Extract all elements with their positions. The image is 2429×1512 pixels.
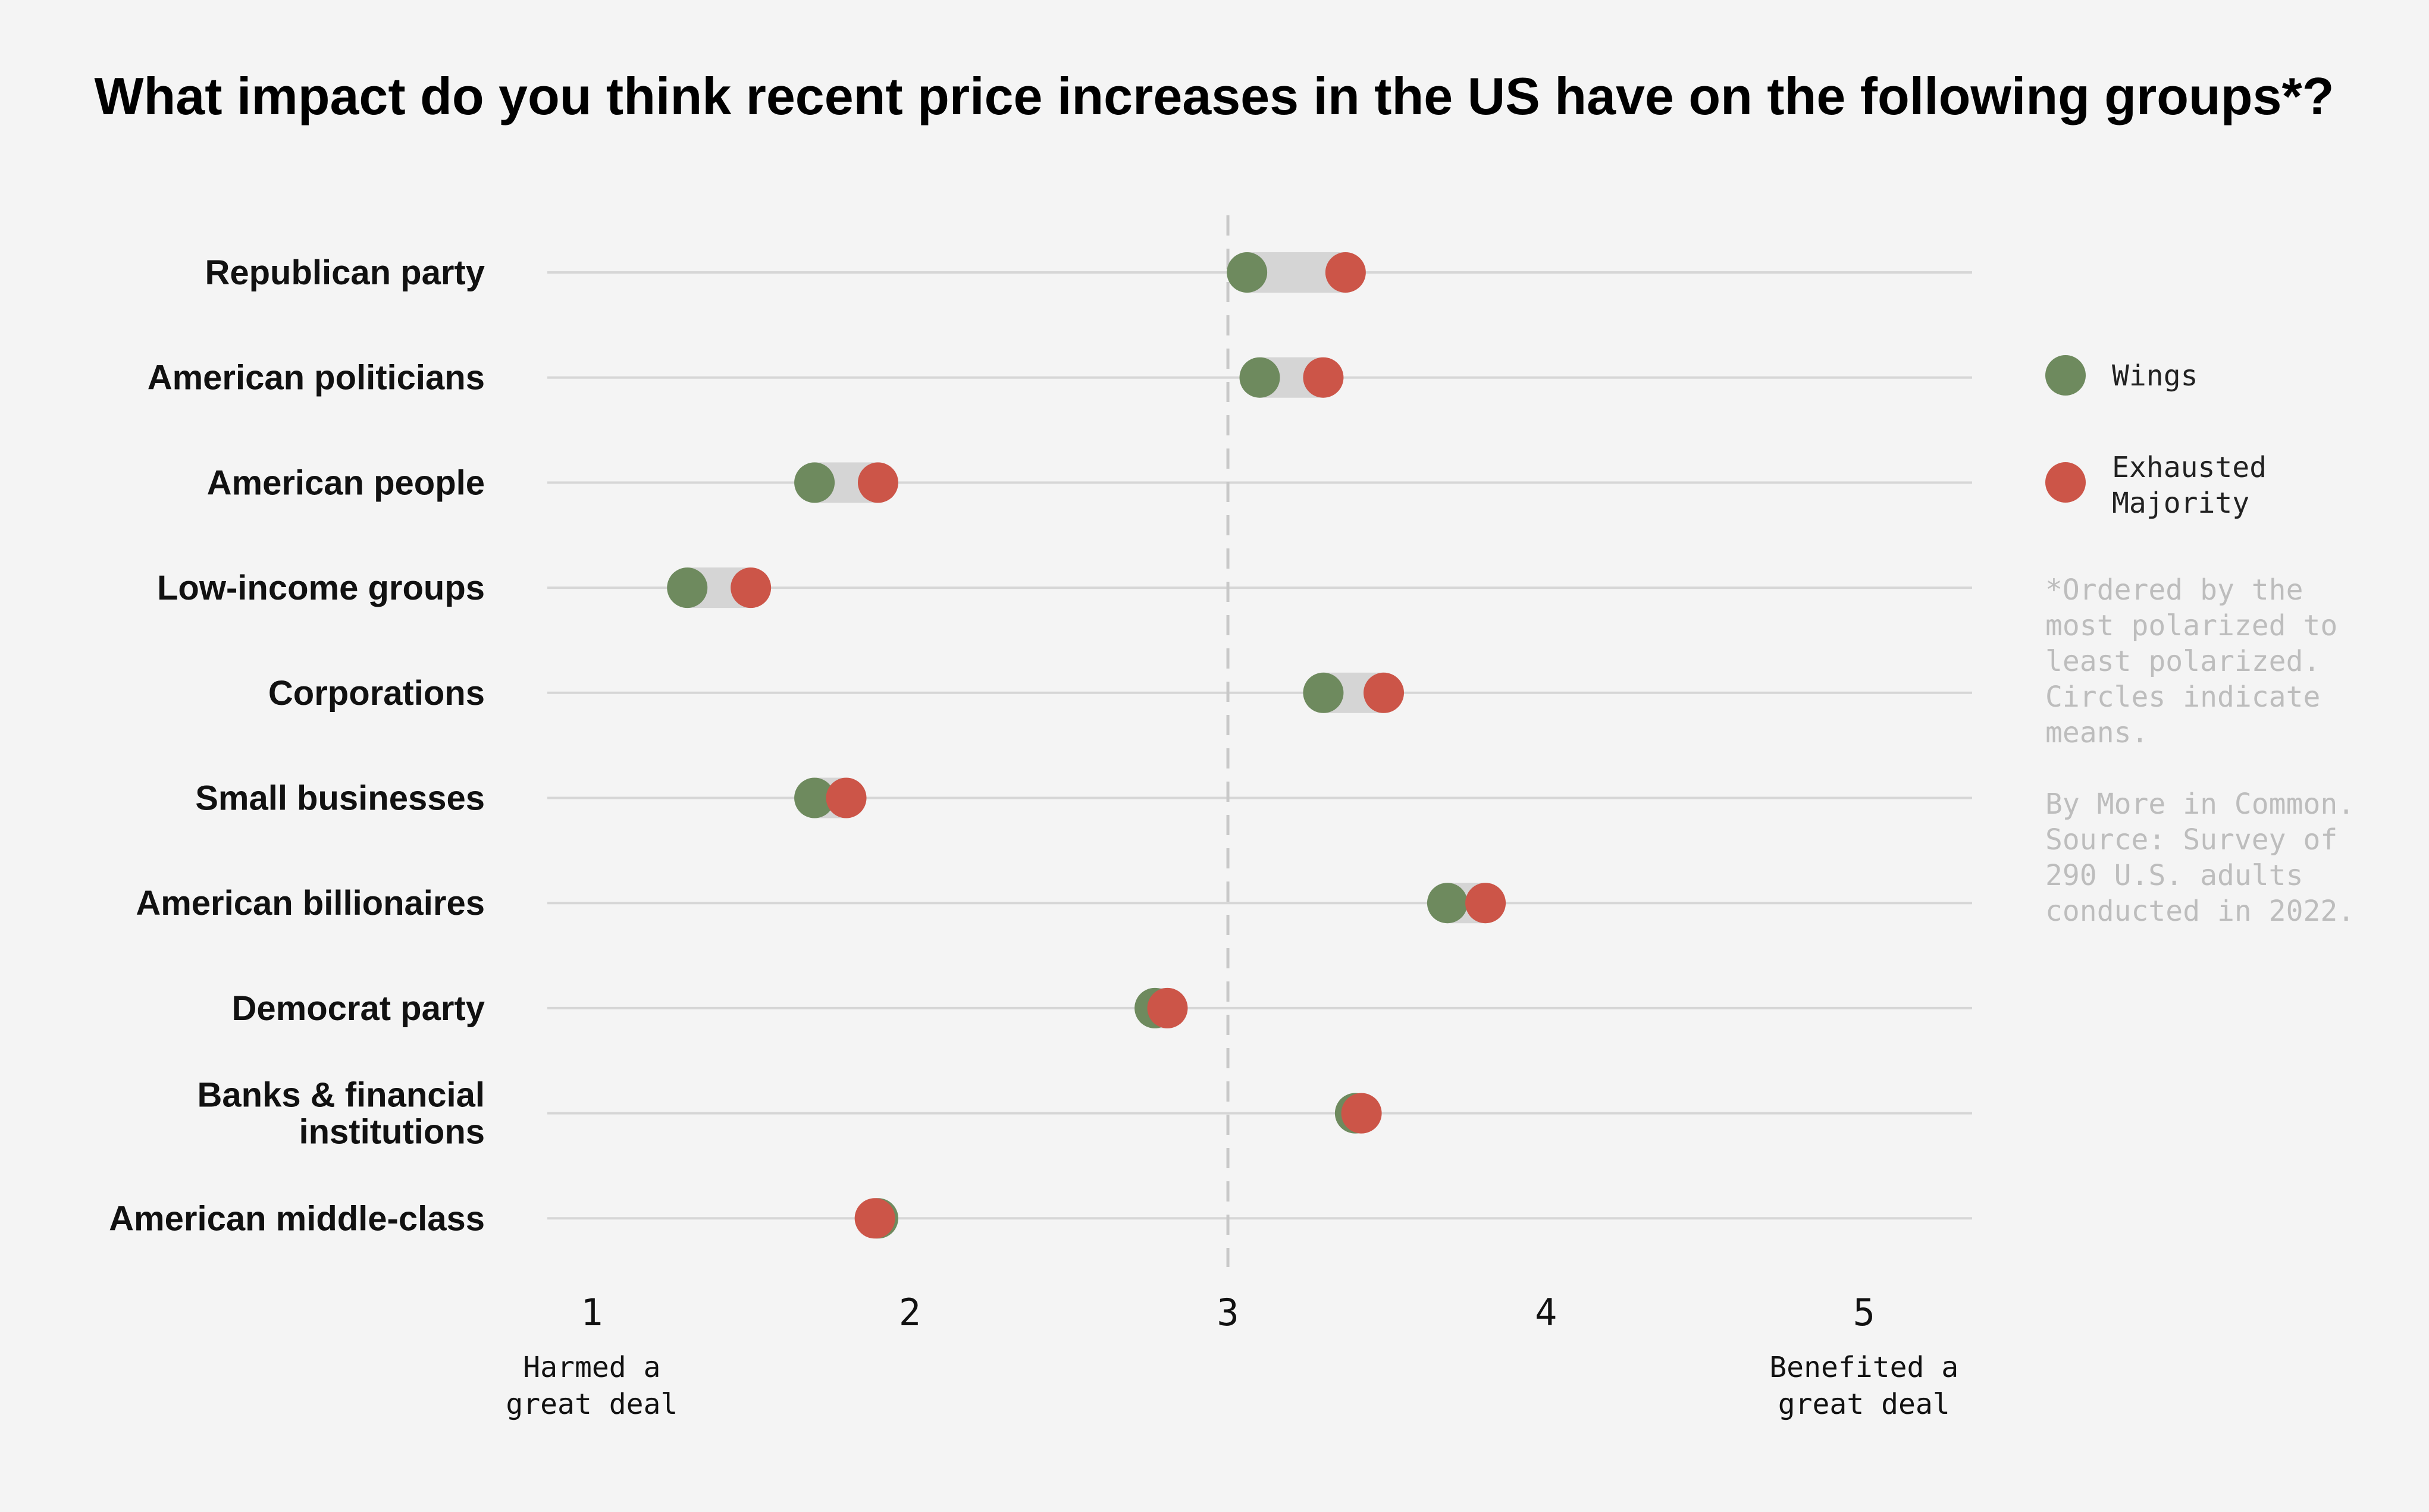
wings-dot [1303, 672, 1344, 713]
source-line: By More in Common. [2045, 788, 2355, 821]
exhausted-majority-dot [857, 462, 898, 503]
category-label: American politicians [148, 359, 485, 397]
x-axis-ticks-layer: 1 2 3 4 5 Harmed a great deal Benefited a great … [506, 1291, 1958, 1421]
category-label: Republican party [205, 253, 485, 292]
x-tick-label: 1 [581, 1291, 603, 1334]
wings-dot [794, 777, 835, 818]
wings-dot [1239, 357, 1280, 398]
legend: Wings Exhausted Majority [2045, 355, 2267, 520]
x-tick-label: 4 [1535, 1291, 1557, 1334]
x-tick-label: 2 [899, 1291, 921, 1334]
source-line: Source: Survey of [2045, 823, 2337, 857]
dots-layer [667, 252, 1506, 1239]
category-labels-layer: Republican party American politicians Amer… [109, 253, 485, 1238]
source-line: 290 U.S. adults [2045, 859, 2303, 892]
x-end-label-right: great deal [1778, 1388, 1950, 1421]
exhausted-majority-legend-swatch [2045, 462, 2086, 503]
exhausted-majority-dot [1465, 883, 1506, 924]
exhausted-majority-dot [1325, 252, 1366, 293]
exhausted-majority-dot [826, 777, 867, 818]
x-end-label-left: Harmed a [523, 1351, 660, 1384]
footnote-line: means. [2045, 716, 2148, 749]
category-label: institutions [299, 1113, 485, 1152]
wings-legend-swatch [2045, 355, 2086, 396]
exhausted-majority-dot [1341, 1093, 1382, 1134]
x-end-label-right: Benefited a [1769, 1351, 1958, 1384]
x-tick-label: 5 [1853, 1291, 1875, 1334]
footnote-line: most polarized to [2045, 609, 2337, 642]
wings-dot [1427, 883, 1468, 924]
category-label: Corporations [268, 674, 485, 713]
category-label: American billionaires [136, 884, 485, 923]
category-label: Banks & financial [198, 1076, 485, 1115]
wings-legend-label: Wings [2112, 359, 2198, 393]
gridlines-layer [547, 271, 1972, 1220]
wings-dot [794, 462, 835, 503]
category-label: American middle-class [109, 1199, 485, 1238]
category-label: Low-income groups [157, 569, 485, 607]
category-label: Democrat party [232, 989, 485, 1028]
source-line: conducted in 2022. [2045, 895, 2355, 928]
category-label: Small businesses [195, 779, 485, 818]
exhausted-majority-dot [1303, 357, 1344, 398]
exhausted-majority-dot [1363, 672, 1404, 713]
chart-title: What impact do you think recent price in… [94, 67, 2334, 126]
exhausted-majority-dot [731, 567, 772, 608]
footnote-line: *Ordered by the [2045, 573, 2303, 607]
footnote-line: least polarized. [2045, 645, 2320, 678]
footnote-line: Circles indicate [2045, 680, 2320, 714]
x-end-label-left: great deal [506, 1388, 678, 1421]
exhausted-majority-dot [854, 1198, 895, 1239]
category-label: American people [207, 463, 485, 502]
exhausted-majority-dot [1147, 987, 1188, 1028]
exhausted-majority-legend-label: Exhausted Majority [2112, 451, 2267, 520]
range-bars-layer [687, 252, 1486, 1239]
wings-dot [1227, 252, 1268, 293]
wings-dot [667, 567, 708, 608]
x-tick-label: 3 [1217, 1291, 1239, 1334]
